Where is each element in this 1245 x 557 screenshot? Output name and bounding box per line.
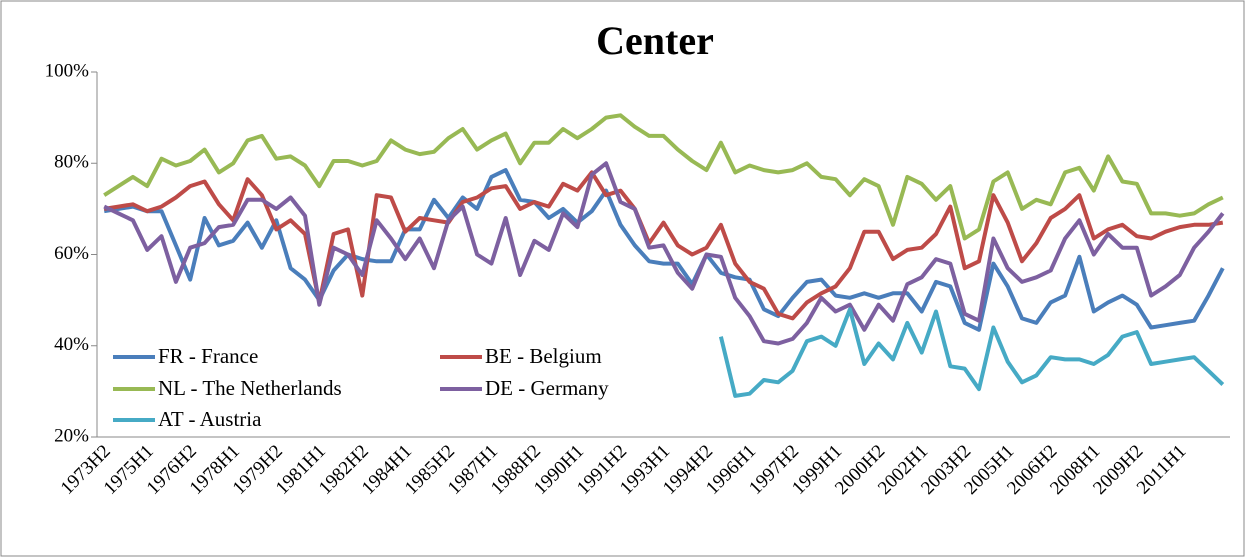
- series-line: [103, 161, 1225, 346]
- series-line: [718, 307, 1225, 398]
- series-line: [103, 168, 1225, 332]
- series-line: [103, 170, 1224, 321]
- y-tick-label: 80%: [54, 152, 89, 173]
- y-tick-label: 40%: [54, 334, 89, 355]
- legend-label: AT - Austria: [158, 407, 262, 431]
- chart-title: Center: [596, 18, 714, 63]
- legend-label: FR - France: [158, 344, 258, 368]
- legend-label: NL - The Netherlands: [158, 376, 342, 400]
- legend-label: DE - Germany: [485, 376, 609, 400]
- y-tick-label: 60%: [54, 243, 89, 264]
- y-tick-label: 100%: [45, 60, 90, 81]
- series-line: [103, 113, 1224, 241]
- legend-label: BE - Belgium: [485, 344, 602, 368]
- y-tick-label: 20%: [54, 425, 89, 446]
